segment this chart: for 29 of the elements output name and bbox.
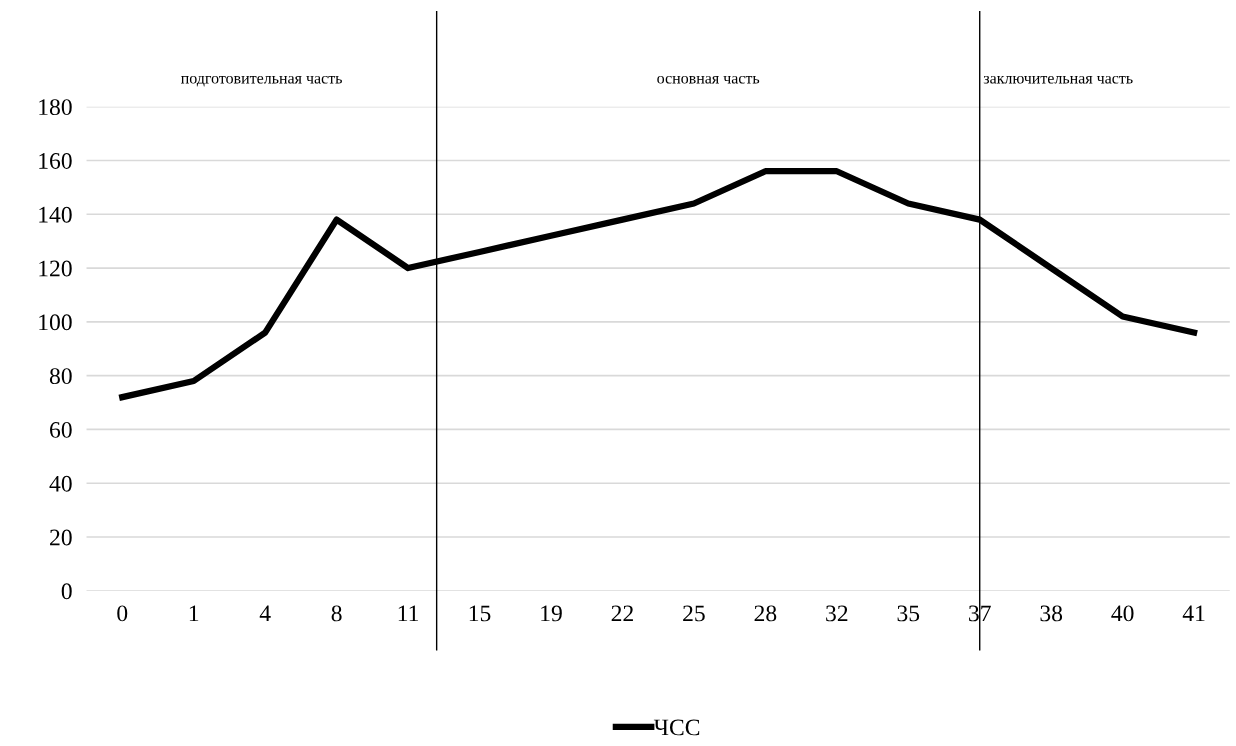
x-tick-label: 1	[189, 605, 199, 622]
y-tick-label: 80	[49, 368, 72, 385]
x-tick-label: 38	[1040, 605, 1063, 622]
x-tick-label: 22	[611, 605, 633, 622]
y-tick-label: 40	[49, 475, 72, 492]
text: основная часть	[657, 75, 760, 84]
y-tick-label: 100	[39, 314, 72, 331]
x-tick-label: 11	[398, 605, 419, 622]
y-tick-label: 140	[39, 206, 72, 223]
y-tick-label: 0	[61, 583, 72, 600]
text: подготовительная часть	[181, 75, 342, 87]
y-tick-label: 60	[50, 421, 72, 438]
y-tick-label: 20	[50, 529, 72, 546]
y-tick-label: 160	[39, 152, 72, 169]
y-tick-label: 180	[39, 99, 72, 116]
x-tick-label: 15	[469, 605, 491, 622]
x-tick-label: 0	[117, 605, 128, 622]
text: заключительная часть	[983, 75, 1133, 84]
x-tick-label: 40	[1111, 605, 1134, 622]
x-tick-label: 32	[826, 605, 848, 622]
x-tick-label: 35	[897, 605, 920, 622]
x-tick-label: 25	[683, 605, 705, 622]
x-tick-label: 4	[259, 605, 271, 622]
x-tick-label: 41	[1182, 605, 1205, 622]
legend-label: ЧСС	[653, 719, 700, 736]
x-tick-label: 8	[331, 605, 342, 622]
x-tick-label: 28	[754, 605, 777, 622]
x-tick-label: 19	[541, 605, 562, 622]
y-tick-label: 120	[39, 260, 72, 277]
